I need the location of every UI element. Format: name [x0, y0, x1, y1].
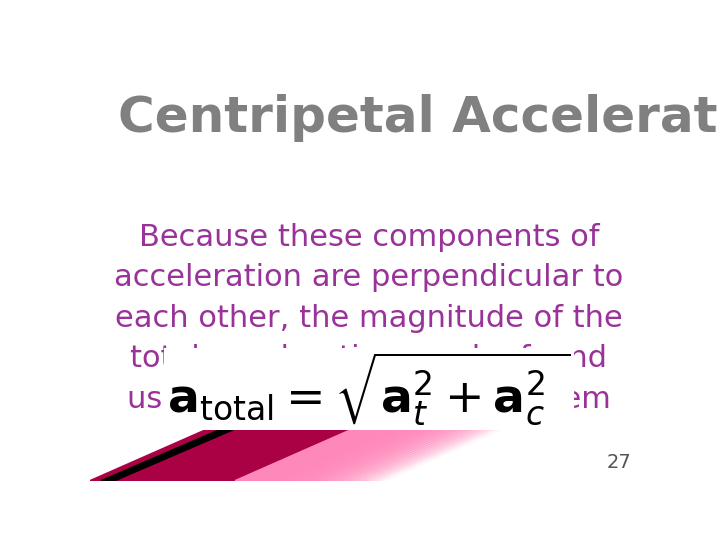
Polygon shape — [288, 427, 422, 481]
Polygon shape — [216, 427, 350, 481]
Polygon shape — [186, 427, 320, 481]
Polygon shape — [101, 427, 240, 481]
Polygon shape — [124, 427, 258, 481]
Polygon shape — [366, 427, 500, 481]
Polygon shape — [148, 427, 282, 481]
Polygon shape — [346, 427, 480, 481]
Polygon shape — [351, 427, 485, 481]
Polygon shape — [307, 427, 441, 481]
Polygon shape — [129, 427, 263, 481]
Polygon shape — [109, 427, 243, 481]
Polygon shape — [298, 427, 432, 481]
Polygon shape — [138, 427, 272, 481]
Polygon shape — [245, 427, 379, 481]
Polygon shape — [240, 427, 374, 481]
Polygon shape — [284, 427, 418, 481]
Text: Because these components of
acceleration are perpendicular to
each other, the ma: Because these components of acceleration… — [114, 223, 624, 414]
Polygon shape — [361, 427, 495, 481]
Polygon shape — [312, 427, 446, 481]
Text: Centripetal Acceleration: Centripetal Acceleration — [118, 94, 720, 142]
Polygon shape — [153, 427, 287, 481]
Polygon shape — [197, 427, 330, 481]
Polygon shape — [303, 427, 437, 481]
Polygon shape — [158, 427, 292, 481]
Polygon shape — [90, 427, 224, 481]
Polygon shape — [269, 427, 403, 481]
Polygon shape — [274, 427, 408, 481]
Polygon shape — [114, 427, 248, 481]
Polygon shape — [230, 427, 364, 481]
Polygon shape — [172, 427, 306, 481]
Polygon shape — [133, 427, 267, 481]
Polygon shape — [235, 427, 369, 481]
Polygon shape — [356, 427, 490, 481]
Polygon shape — [264, 427, 398, 481]
Polygon shape — [371, 427, 505, 481]
Polygon shape — [293, 427, 427, 481]
Polygon shape — [201, 427, 335, 481]
Polygon shape — [225, 427, 359, 481]
Text: $\mathbf{a}_{\mathrm{total}} = \sqrt{\mathbf{a}_t^{2} + \mathbf{a}_c^{2}\ }$: $\mathbf{a}_{\mathrm{total}} = \sqrt{\ma… — [167, 350, 571, 428]
Polygon shape — [177, 427, 311, 481]
Polygon shape — [206, 427, 340, 481]
Polygon shape — [192, 427, 325, 481]
Polygon shape — [259, 427, 393, 481]
Polygon shape — [143, 427, 277, 481]
Polygon shape — [95, 427, 229, 481]
Polygon shape — [341, 427, 475, 481]
Polygon shape — [167, 427, 301, 481]
Polygon shape — [332, 427, 466, 481]
Polygon shape — [163, 427, 297, 481]
Polygon shape — [182, 427, 316, 481]
Text: 27: 27 — [606, 453, 631, 472]
Polygon shape — [220, 427, 354, 481]
Polygon shape — [211, 427, 345, 481]
Polygon shape — [337, 427, 471, 481]
Polygon shape — [99, 427, 233, 481]
Polygon shape — [250, 427, 384, 481]
Polygon shape — [279, 427, 413, 481]
Polygon shape — [318, 427, 451, 481]
Polygon shape — [327, 427, 461, 481]
Polygon shape — [322, 427, 456, 481]
Polygon shape — [104, 427, 238, 481]
Polygon shape — [119, 427, 253, 481]
Polygon shape — [254, 427, 388, 481]
